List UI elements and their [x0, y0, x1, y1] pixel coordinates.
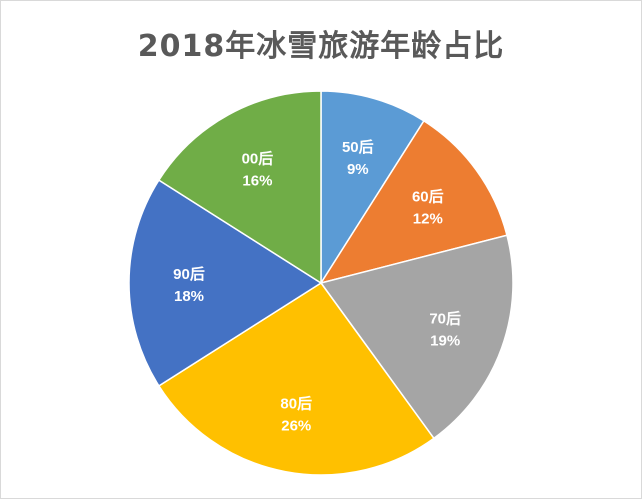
slice-category-label: 90后 [173, 266, 205, 283]
slice-category-label: 60后 [412, 188, 444, 205]
pie-slice-80后 [157, 281, 435, 476]
slice-category-label: 50后 [342, 139, 374, 156]
slice-value-label: 18% [174, 288, 204, 305]
slice-category-label: 70后 [429, 311, 461, 328]
pie-slice-50后 [320, 90, 425, 286]
slice-category-label: 80后 [280, 396, 312, 413]
slice-value-label: 12% [413, 210, 443, 227]
pie-slice-90后 [128, 179, 323, 387]
slice-value-label: 16% [242, 172, 272, 189]
slice-value-label: 26% [281, 418, 311, 435]
pie-slice-60后 [319, 119, 508, 285]
pie-slice-00后 [157, 90, 322, 285]
slice-value-label: 19% [430, 333, 460, 350]
slice-value-label: 9% [347, 161, 369, 178]
chart-title: 2018年冰雪旅游年龄占比 [137, 29, 505, 64]
slice-category-label: 00后 [242, 150, 274, 167]
pie-slice-70后 [319, 234, 514, 440]
